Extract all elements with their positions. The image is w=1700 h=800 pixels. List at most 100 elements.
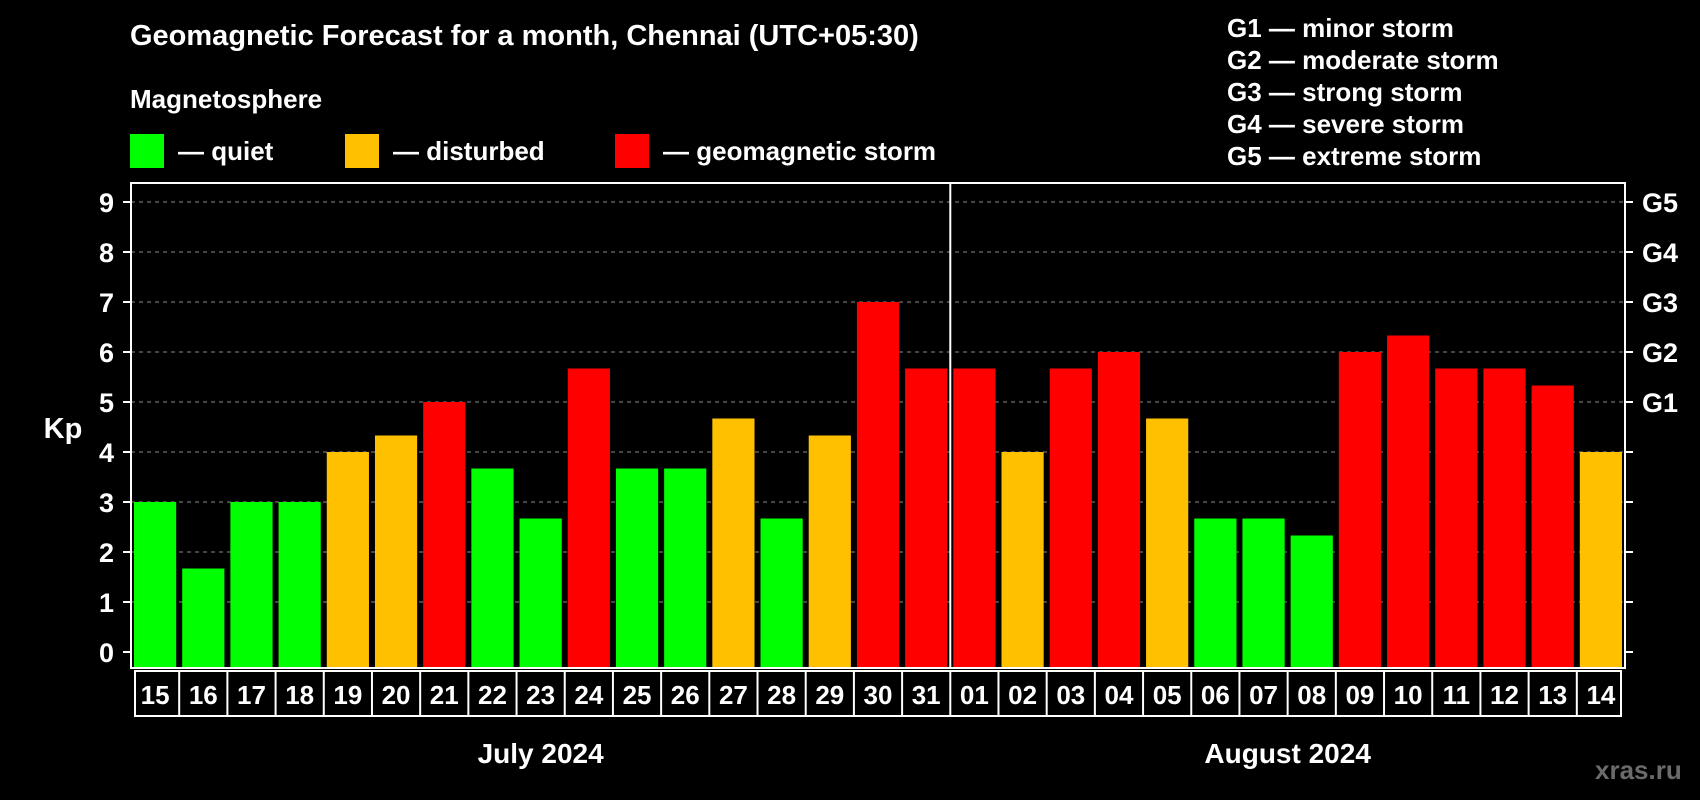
date-label: 31 (912, 680, 941, 710)
y-tick-label: 9 (99, 188, 114, 218)
date-label: 06 (1201, 680, 1230, 710)
kp-bar (808, 435, 851, 668)
right-axis-label: G5 (1642, 188, 1678, 218)
kp-bar (856, 302, 900, 668)
storm-scale-g4: G4 — severe storm (1227, 109, 1465, 139)
kp-bar (567, 368, 610, 668)
kp-bar (1579, 452, 1622, 668)
date-label: 02 (1008, 680, 1037, 710)
kp-bar (374, 435, 418, 668)
date-label: 07 (1249, 680, 1278, 710)
date-label: 30 (864, 680, 893, 710)
kp-bar (1435, 368, 1478, 668)
legend-label-quiet: — quiet (178, 135, 274, 166)
kp-bar (1387, 335, 1430, 668)
right-axis-label: G4 (1642, 238, 1678, 268)
plot-frame (130, 182, 1626, 669)
legend-swatch-quiet (130, 134, 164, 168)
kp-bar (905, 368, 948, 668)
right-axis-label: G2 (1642, 338, 1678, 368)
date-label: 21 (430, 680, 459, 710)
y-tick-label: 6 (99, 338, 114, 368)
date-label: 18 (285, 680, 314, 710)
kp-bar (760, 518, 803, 668)
date-label: 16 (189, 680, 218, 710)
kp-bar (423, 402, 466, 668)
date-label: 23 (526, 680, 555, 710)
date-label: 22 (478, 680, 507, 710)
kp-bar (230, 502, 273, 668)
kp-bar (278, 502, 321, 668)
date-label: 04 (1105, 680, 1134, 710)
kp-bar (134, 502, 177, 668)
date-label: 14 (1586, 680, 1615, 710)
legend-item-quiet: — quiet (130, 134, 273, 168)
kp-bar (664, 468, 707, 668)
storm-scale-g1: G1 — minor storm (1227, 13, 1454, 43)
chart-title: Geomagnetic Forecast for a month, Chenna… (130, 20, 919, 52)
storm-scale-g5: G5 — extreme storm (1227, 141, 1482, 171)
kp-bar (953, 368, 996, 668)
legend-swatch-disturbed (345, 134, 379, 168)
date-label: 17 (237, 680, 266, 710)
legend-swatch-storm (615, 134, 649, 168)
legend-item-disturbed: — disturbed (345, 134, 545, 168)
kp-bar (1146, 418, 1189, 668)
y-tick-label: 3 (99, 488, 114, 518)
date-label: 26 (671, 680, 700, 710)
kp-bar (182, 568, 225, 668)
legend-item-storm: — geomagnetic storm (615, 134, 936, 168)
month-label: August 2024 (1204, 738, 1371, 769)
date-label: 08 (1297, 680, 1326, 710)
storm-scale-legend: G1 — minor storm G2 — moderate storm G3 … (1227, 12, 1499, 172)
y-tick-label: 5 (99, 388, 114, 418)
kp-bar (471, 468, 514, 668)
date-label: 25 (623, 680, 652, 710)
kp-bar (615, 468, 659, 668)
date-label: 01 (960, 680, 989, 710)
kp-bar (1242, 518, 1285, 668)
kp-bar (1531, 385, 1574, 668)
date-label: 05 (1153, 680, 1182, 710)
kp-bar (1338, 352, 1382, 668)
y-tick-label: 4 (99, 438, 114, 468)
watermark: xras.ru (1595, 755, 1682, 785)
kp-bar (1097, 352, 1141, 668)
kp-bar (1001, 452, 1044, 668)
date-row-frame (134, 670, 1622, 717)
legend-title: Magnetosphere (130, 84, 323, 114)
date-label: 03 (1056, 680, 1085, 710)
date-label: 12 (1490, 680, 1519, 710)
y-tick-label: 1 (99, 588, 114, 618)
y-axis-label: Kp (44, 413, 83, 445)
date-label: 10 (1394, 680, 1423, 710)
date-label: 24 (574, 680, 603, 710)
date-label: 11 (1443, 680, 1471, 710)
date-label: 15 (141, 680, 170, 710)
right-axis-label: G3 (1642, 288, 1678, 318)
date-label: 19 (333, 680, 362, 710)
storm-scale-g2: G2 — moderate storm (1227, 45, 1499, 75)
date-label: 29 (815, 680, 844, 710)
kp-bar (1483, 368, 1526, 668)
y-tick-label: 2 (99, 538, 114, 568)
kp-bar (1194, 518, 1237, 668)
storm-scale-g3: G3 — strong storm (1227, 77, 1463, 107)
y-tick-label: 8 (99, 238, 114, 268)
kp-bar (1290, 535, 1333, 668)
y-tick-label: 7 (99, 288, 114, 318)
date-label: 27 (719, 680, 748, 710)
date-label: 09 (1345, 680, 1374, 710)
kp-bar (712, 418, 755, 668)
legend-label-disturbed: — disturbed (393, 135, 545, 166)
date-label: 20 (382, 680, 411, 710)
right-axis-label: G1 (1642, 388, 1678, 418)
date-label: 28 (767, 680, 796, 710)
y-tick-label: 0 (99, 638, 114, 668)
legend-label-storm: — geomagnetic storm (663, 135, 937, 166)
kp-bar (519, 518, 562, 668)
kp-bar (326, 452, 369, 668)
month-label: July 2024 (478, 738, 605, 769)
date-label: 13 (1538, 680, 1567, 710)
